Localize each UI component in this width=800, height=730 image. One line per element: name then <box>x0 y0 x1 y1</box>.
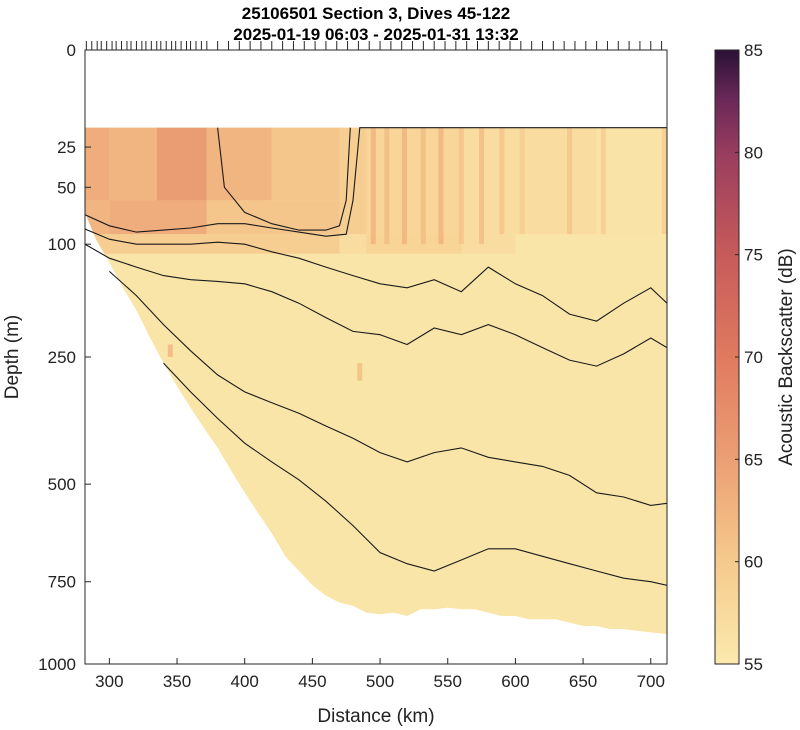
backscatter-cell <box>271 127 340 201</box>
y-tick-label: 50 <box>57 178 76 197</box>
backscatter-cell <box>366 127 462 235</box>
chart-title-line-2: 2025-01-19 06:03 - 2025-01-31 13:32 <box>233 25 518 44</box>
x-tick-label: 450 <box>298 672 326 691</box>
backscatter-streak <box>499 127 505 235</box>
backscatter-streak <box>420 127 426 245</box>
backscatter-streak <box>370 127 376 245</box>
water-column <box>85 127 667 635</box>
colorbar-label: Acoustic Backscatter (dB) <box>776 248 797 466</box>
dive-marks <box>85 41 663 50</box>
colorbar-tick-label: 55 <box>744 655 763 674</box>
x-axis-ticks: 300 350 400 450 500 550 600 650 700 <box>95 658 665 691</box>
colorbar-ticks: 55 60 65 70 75 80 85 <box>735 41 763 674</box>
backscatter-streak <box>438 127 444 245</box>
x-tick-label: 350 <box>163 672 191 691</box>
backscatter-streak <box>479 127 485 245</box>
y-axis-ticks: 0 25 50 100 250 500 750 1000 <box>38 41 91 674</box>
y-tick-label: 500 <box>48 475 76 494</box>
backscatter-streak <box>661 127 667 235</box>
backscatter-cell <box>85 127 110 201</box>
y-tick-label: 25 <box>57 138 76 157</box>
backscatter-cell <box>156 127 207 201</box>
backscatter-streak <box>600 127 606 235</box>
backscatter-cell <box>339 127 367 235</box>
backscatter-streak <box>401 127 407 245</box>
y-axis-label: Depth (m) <box>2 315 23 399</box>
contour-lines <box>85 127 667 586</box>
x-tick-label: 650 <box>569 672 597 691</box>
contour-line <box>163 362 667 586</box>
contour-line <box>85 228 667 322</box>
x-tick-label: 400 <box>231 672 259 691</box>
x-tick-label: 500 <box>366 672 394 691</box>
colorbar-tick-label: 65 <box>744 450 763 469</box>
contour-line <box>85 127 667 237</box>
y-tick-label: 0 <box>67 41 76 60</box>
chart-title-line-1: 25106501 Section 3, Dives 45-122 <box>242 4 510 23</box>
backscatter-streak <box>357 363 363 381</box>
backscatter-streak <box>519 127 525 235</box>
x-tick-label: 600 <box>501 672 529 691</box>
backscatter-cell <box>206 127 272 201</box>
backscatter-streak <box>167 344 173 357</box>
contour-line <box>217 127 351 231</box>
backscatter-cell <box>596 127 667 235</box>
backscatter-streak <box>458 127 464 245</box>
plot-area <box>85 127 667 664</box>
backscatter-cell <box>109 127 157 201</box>
x-axis-label: Distance (km) <box>317 706 434 727</box>
backscatter-streaks <box>167 127 667 381</box>
backscatter-cell <box>366 234 462 254</box>
backscatter-cell <box>206 200 340 235</box>
backscatter-cell <box>109 200 207 235</box>
backscatter-cell <box>85 234 340 254</box>
contour-line <box>109 270 667 506</box>
seafloor-mask <box>85 212 667 664</box>
contour-line <box>85 243 667 367</box>
y-tick-label: 100 <box>48 235 76 254</box>
colorbar-tick-label: 70 <box>744 348 763 367</box>
x-tick-label: 550 <box>434 672 462 691</box>
backscatter-streak <box>567 127 573 235</box>
y-tick-label: 250 <box>48 348 76 367</box>
y-tick-label: 750 <box>48 573 76 592</box>
colorbar: 55 60 65 70 75 80 85 Acoustic Backscatter (dB) <box>714 41 797 674</box>
backscatter-field <box>85 127 667 664</box>
x-tick-label: 700 <box>637 672 665 691</box>
x-tick-label: 300 <box>95 672 123 691</box>
colorbar-tick-label: 75 <box>744 246 763 265</box>
y-tick-label: 1000 <box>38 655 76 674</box>
colorbar-tick-label: 80 <box>744 143 763 162</box>
backscatter-streak <box>384 127 390 245</box>
colorbar-tick-label: 60 <box>744 553 763 572</box>
colorbar-tick-label: 85 <box>744 41 763 60</box>
